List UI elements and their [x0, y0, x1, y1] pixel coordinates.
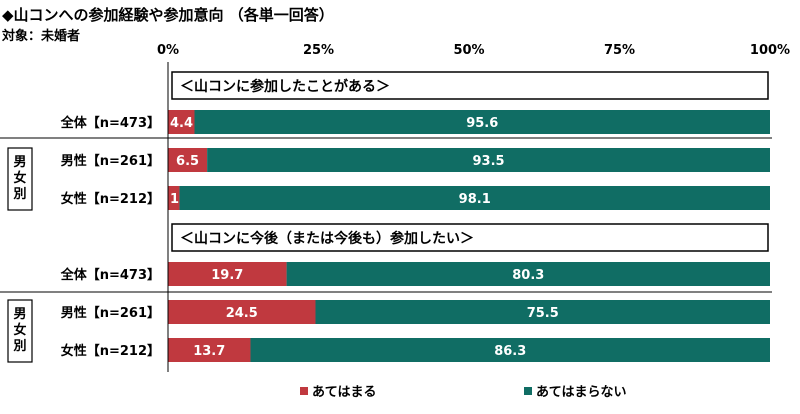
row-label: 女性【n=212】 [61, 191, 160, 207]
x-tick-label: 25% [303, 43, 334, 58]
x-tick-label: 75% [604, 43, 635, 58]
data-label: 93.5 [473, 154, 505, 169]
data-label: 86.3 [494, 344, 526, 359]
group-side-label: 女 [13, 322, 26, 338]
section-heading: ＜山コンに今後（または今後も）参加したい＞ [180, 230, 474, 247]
section-heading-box [171, 71, 769, 100]
chart-subtitle: 対象：未婚者 [2, 29, 81, 44]
group-side-label: 男 [13, 307, 26, 322]
bar-segment [168, 262, 287, 286]
row-label: 男性【n=261】 [61, 305, 160, 321]
bar-segment [168, 300, 316, 324]
legend-label: あてはまらない [536, 385, 626, 400]
bar-segment [179, 186, 771, 210]
bar-segment [315, 300, 770, 324]
legend-swatch [300, 387, 308, 395]
x-tick-label: 0% [157, 43, 179, 58]
bar-segment [168, 110, 195, 134]
group-side-label: 女 [13, 170, 26, 186]
data-label: 19.7 [211, 268, 243, 283]
row-label: 全体【n=473】 [60, 115, 160, 131]
chart-title: ◆山コンへの参加経験や参加意向 （各単一回答） [2, 6, 334, 24]
legend-swatch [524, 387, 532, 395]
data-label: 80.3 [512, 268, 544, 283]
data-label: 95.6 [466, 116, 498, 131]
x-tick-label: 50% [453, 43, 484, 58]
row-label: 女性【n=212】 [61, 343, 160, 359]
data-label: 24.5 [226, 306, 258, 321]
data-label: 4.4 [170, 116, 193, 131]
group-side-label: 別 [12, 187, 26, 202]
data-label: 13.7 [193, 344, 225, 359]
legend-label: あてはまる [312, 385, 376, 400]
bar-segment [286, 262, 770, 286]
data-label: 6.5 [176, 154, 199, 169]
section-heading: ＜山コンに参加したことがある＞ [180, 78, 390, 95]
group-side-box [7, 299, 33, 363]
group-side-label: 男 [13, 155, 26, 170]
bar-segment [207, 148, 770, 172]
bar-segment [168, 338, 251, 362]
row-label: 男性【n=261】 [61, 153, 160, 169]
bar-segment [168, 148, 208, 172]
group-side-box [7, 147, 33, 211]
bar-segment [250, 338, 770, 362]
row-label: 全体【n=473】 [60, 267, 160, 283]
x-tick-label: 100% [750, 43, 790, 58]
data-label: 75.5 [527, 306, 559, 321]
bar-segment [194, 110, 770, 134]
section-heading-box [171, 223, 769, 252]
data-label: 98.1 [459, 192, 491, 207]
group-side-label: 別 [12, 339, 26, 354]
bar-segment [168, 186, 180, 210]
